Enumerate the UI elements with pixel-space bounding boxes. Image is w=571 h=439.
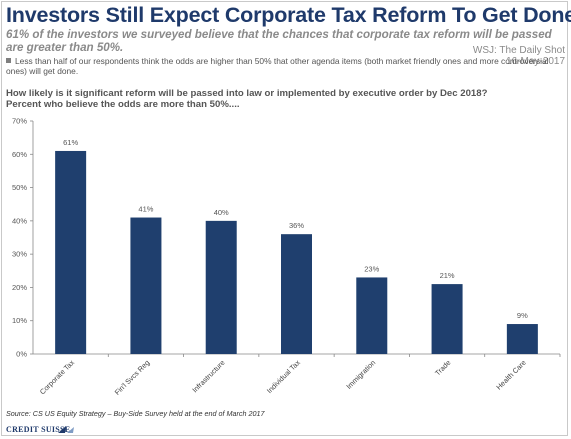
bar	[55, 150, 87, 354]
data-label: 21%	[440, 271, 455, 280]
y-tick-label: 20%	[12, 283, 27, 292]
x-tick-label: Immigration	[344, 358, 377, 391]
y-tick-label: 30%	[12, 250, 27, 259]
y-tick-label: 10%	[12, 316, 27, 325]
watermark: WSJ: The Daily Shot 16-May-2017	[473, 45, 565, 67]
page-title: Investors Still Expect Corporate Tax Ref…	[6, 3, 571, 27]
chart-title: How likely is it significant reform will…	[6, 88, 566, 110]
y-tick-label: 50%	[12, 183, 27, 192]
data-label: 41%	[138, 205, 153, 214]
x-tick-label: Health Care	[494, 358, 527, 391]
x-tick-label: Trade	[433, 358, 452, 377]
bar	[281, 234, 312, 354]
bar	[130, 217, 162, 354]
bullet-note: Less than half of our respondents think …	[6, 56, 566, 76]
data-label: 23%	[364, 264, 379, 273]
x-tick-label: Infrastructure	[190, 358, 226, 394]
y-tick-label: 70%	[12, 117, 27, 126]
subtitle: 61% of the investors we surveyed believe…	[6, 28, 552, 54]
watermark-date: 16-May-2017	[506, 56, 565, 67]
y-tick-label: 60%	[12, 150, 27, 159]
sail-logo-icon	[58, 426, 74, 433]
y-tick-label: 40%	[12, 216, 27, 225]
bar	[205, 220, 237, 354]
chart-title-line1: How likely is it significant reform will…	[6, 88, 488, 99]
source-note: Source: CS US Equity Strategy – Buy-Side…	[6, 409, 265, 418]
data-label: 9%	[517, 311, 528, 320]
data-label: 61%	[63, 138, 78, 147]
watermark-source: WSJ: The Daily Shot	[472, 45, 565, 56]
bullet-text: Less than half of our respondents think …	[6, 56, 549, 76]
bar	[356, 277, 388, 354]
chart-title-line2: Percent who believe the odds are more th…	[6, 99, 240, 110]
data-label: 36%	[289, 221, 304, 230]
x-tick-label: Fin'l Svcs Reg	[113, 358, 152, 397]
x-tick-label: Corporate Tax	[38, 358, 76, 396]
credit-suisse-logo: CREDIT SUISSE	[6, 425, 71, 434]
bar	[506, 324, 538, 354]
x-tick-label: Individual Tax	[265, 358, 302, 395]
bullet-square-icon	[6, 58, 11, 63]
bar	[431, 284, 463, 354]
data-label: 40%	[214, 208, 229, 217]
y-tick-label: 0%	[16, 350, 27, 359]
